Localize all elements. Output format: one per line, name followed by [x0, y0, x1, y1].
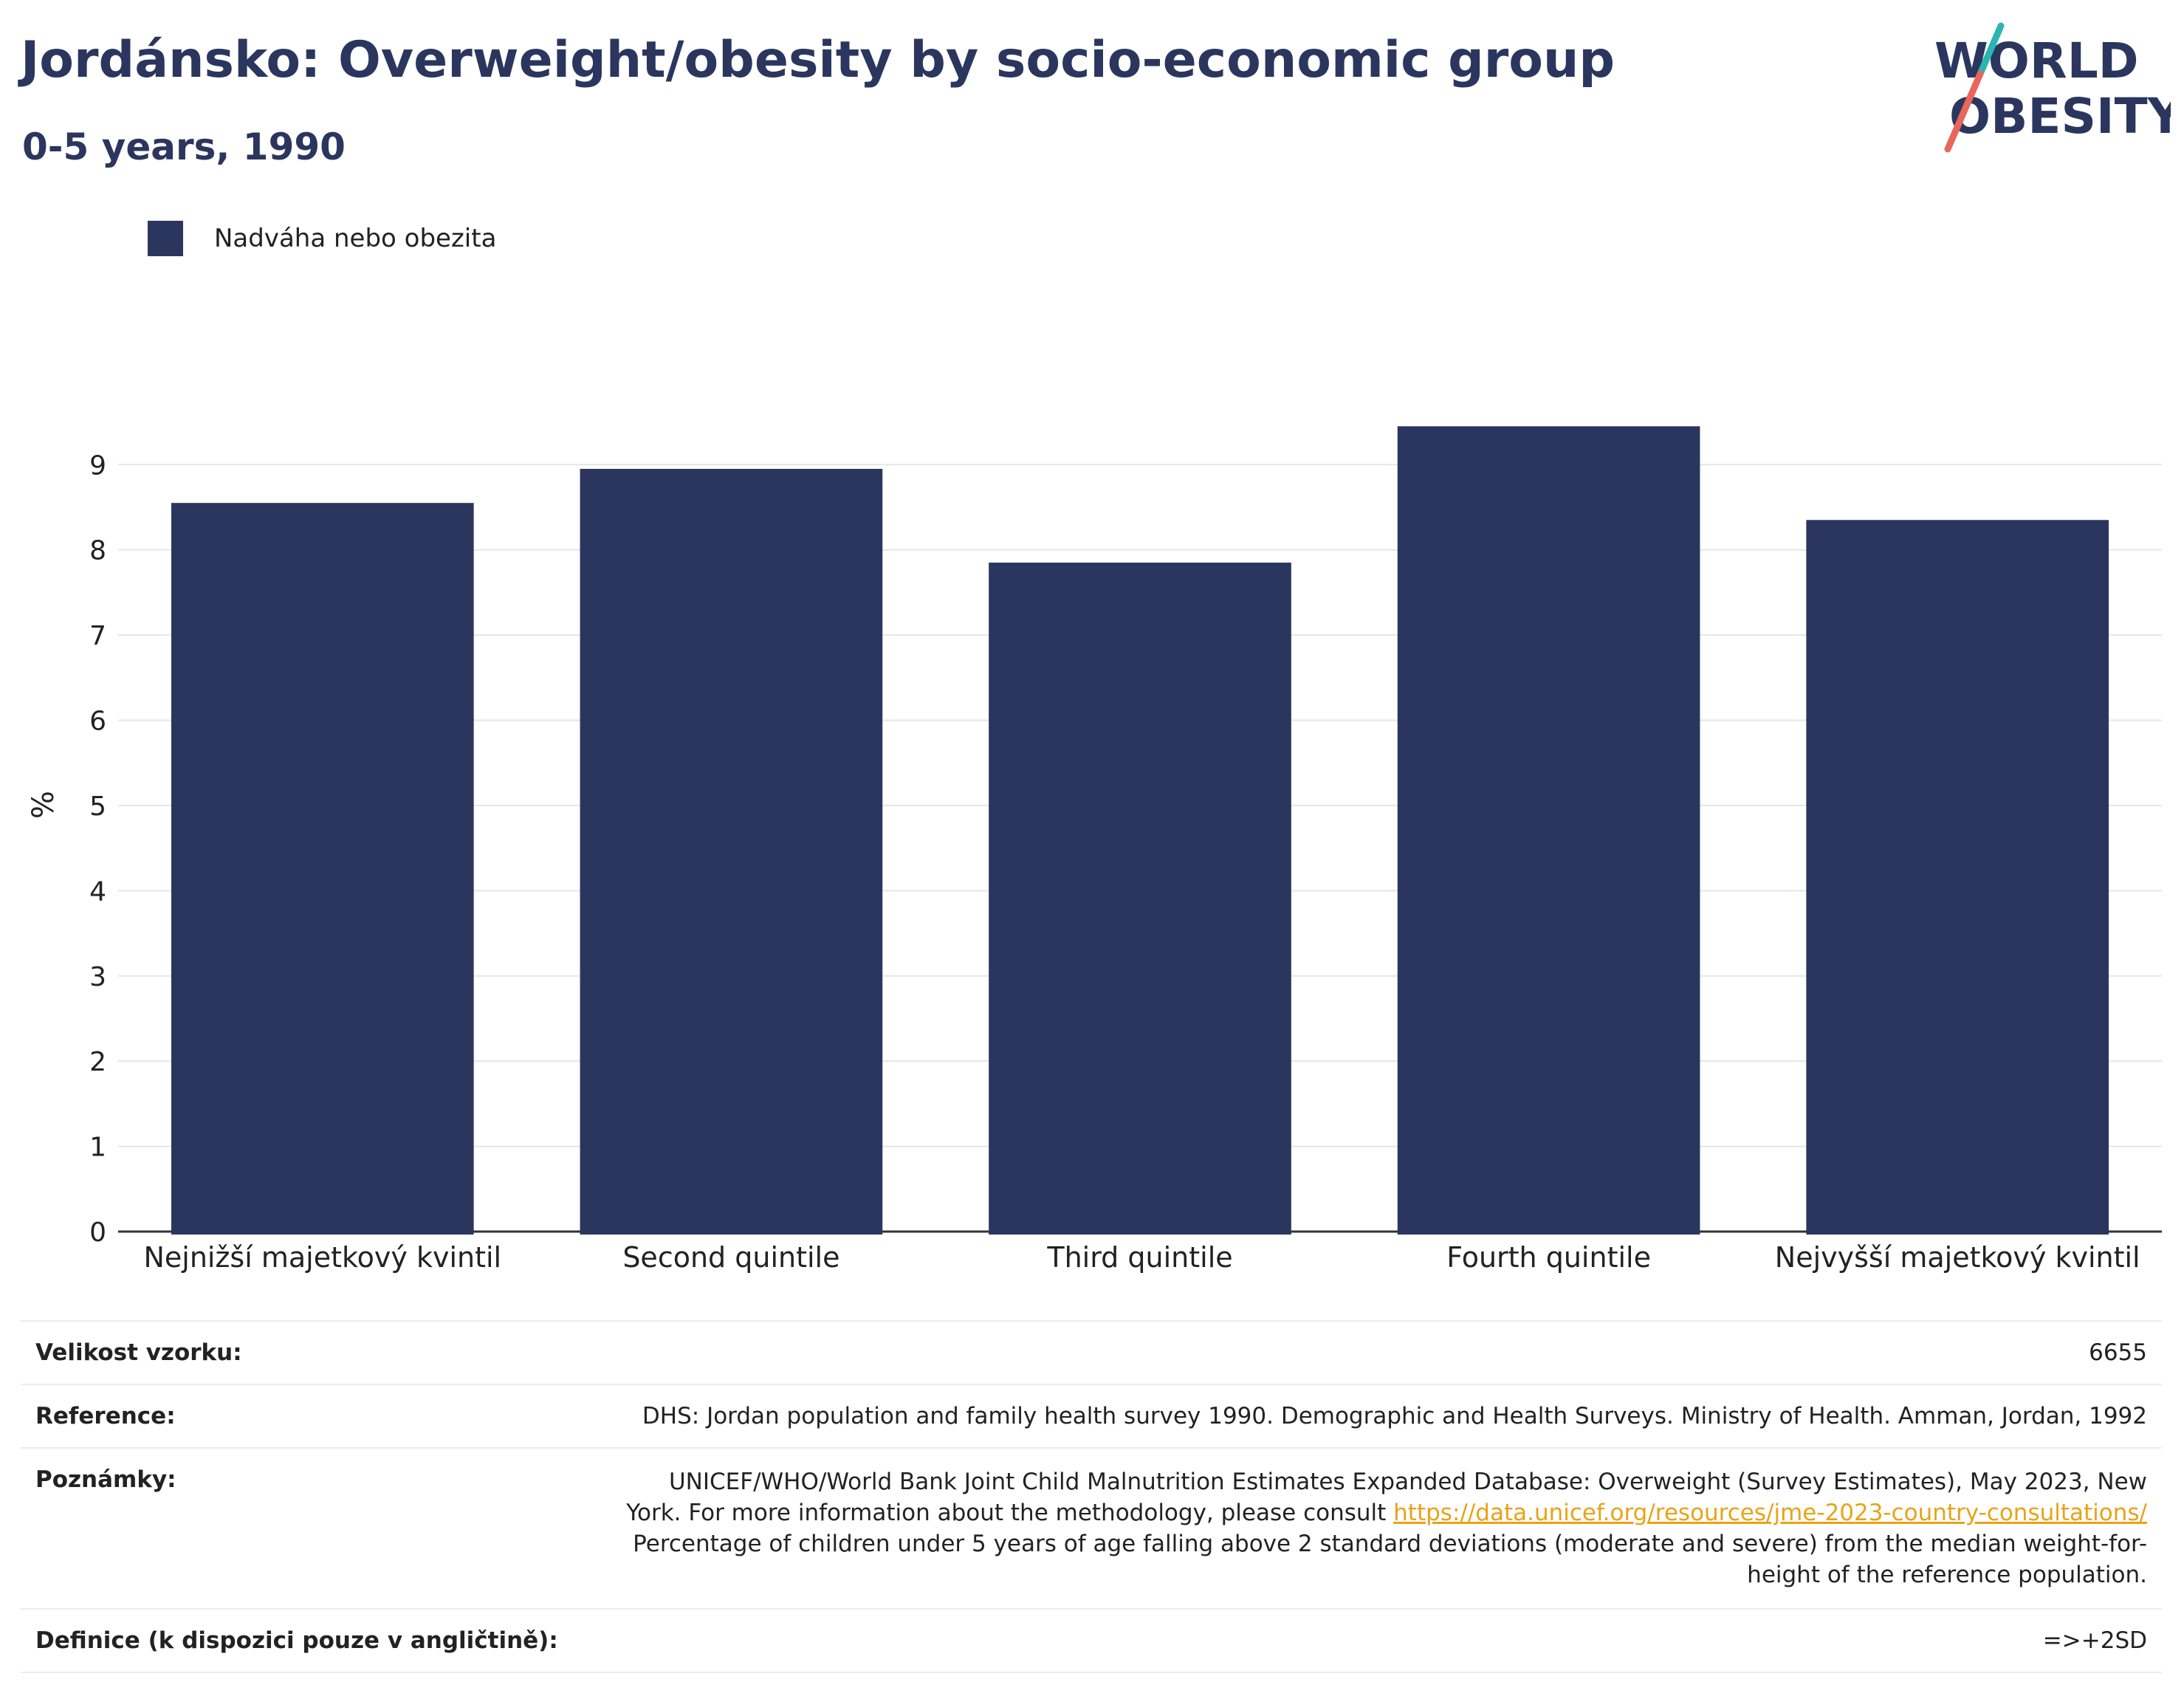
bar: [1397, 426, 1700, 1235]
notes-definition-text: Percentage of children under 5 years of …: [633, 1531, 2147, 1588]
world-obesity-logo: WORLD OBESITY: [1934, 22, 2171, 153]
info-row-sample: Velikost vzorku: 6655: [21, 1320, 2162, 1384]
info-row-reference: Reference: DHS: Jordan population and fa…: [21, 1384, 2162, 1447]
notes-label: Poznámky:: [35, 1466, 176, 1493]
y-tick-label: 7: [89, 621, 106, 651]
definition-label: Definice (k dispozici pouze v angličtině…: [35, 1627, 558, 1654]
x-tick-label: Fourth quintile: [1446, 1241, 1651, 1274]
y-tick-label: 6: [89, 707, 106, 737]
info-row-notes: Poznámky: UNICEF/WHO/World Bank Joint Ch…: [21, 1447, 2162, 1608]
reference-value: DHS: Jordan population and family health…: [642, 1403, 2147, 1429]
reference-label: Reference:: [35, 1403, 176, 1429]
y-tick-label: 9: [89, 450, 106, 481]
y-tick-label: 1: [89, 1133, 106, 1163]
y-tick-labels: 0 1 2 3 4 5 6 7 8 9: [89, 450, 106, 1248]
bar-chart: 0 1 2 3 4 5 6 7 8 9 Nejnižší majetkový kvintil Sec…: [27, 426, 2162, 1274]
x-tick-label: Nejnižší majetkový kvintil: [143, 1241, 501, 1274]
x-tick-labels: Nejnižší majetkový kvintil Second quintil…: [143, 1241, 2140, 1274]
y-tick-label: 4: [89, 876, 106, 907]
notes-link[interactable]: https://data.unicef.org/resources/jme-20…: [1393, 1500, 2147, 1526]
sample-size-label: Velikost vzorku:: [35, 1339, 242, 1366]
y-tick-label: 2: [89, 1047, 106, 1077]
x-tick-label: Third quintile: [1046, 1241, 1232, 1274]
info-table: Velikost vzorku: 6655 Reference: DHS: Jo…: [21, 1320, 2162, 1673]
legend-swatch: [148, 221, 183, 256]
svg-text:WORLD: WORLD: [1934, 32, 2139, 89]
svg-text:OBESITY: OBESITY: [1949, 88, 2171, 145]
chart-subtitle: 0-5 years, 1990: [22, 126, 346, 168]
legend: Nadváha nebo obezita: [148, 220, 496, 257]
bar: [171, 503, 474, 1235]
bar: [580, 469, 883, 1235]
y-tick-label: 5: [89, 792, 106, 822]
sample-size-value: 6655: [2089, 1339, 2147, 1366]
chart-title: Jordánsko: Overweight/obesity by socio-e…: [21, 31, 1615, 89]
y-tick-label: 3: [89, 962, 106, 992]
bar: [1806, 520, 2109, 1235]
bar: [989, 562, 1291, 1235]
notes-text: UNICEF/WHO/World Bank Joint Child Malnut…: [626, 1469, 2147, 1526]
legend-label: Nadváha nebo obezita: [214, 224, 497, 253]
notes-value: UNICEF/WHO/World Bank Joint Child Malnut…: [611, 1466, 2147, 1590]
y-tick-label: 8: [89, 536, 106, 566]
y-tick-label: 0: [89, 1218, 106, 1248]
y-axis-label: %: [27, 791, 61, 819]
definition-value: =>+2SD: [2042, 1627, 2147, 1654]
info-row-definition: Definice (k dispozici pouze v angličtině…: [21, 1608, 2162, 1673]
bars: [171, 426, 2109, 1235]
x-tick-label: Nejvyšší majetkový kvintil: [1775, 1241, 2140, 1274]
x-tick-label: Second quintile: [622, 1241, 839, 1274]
